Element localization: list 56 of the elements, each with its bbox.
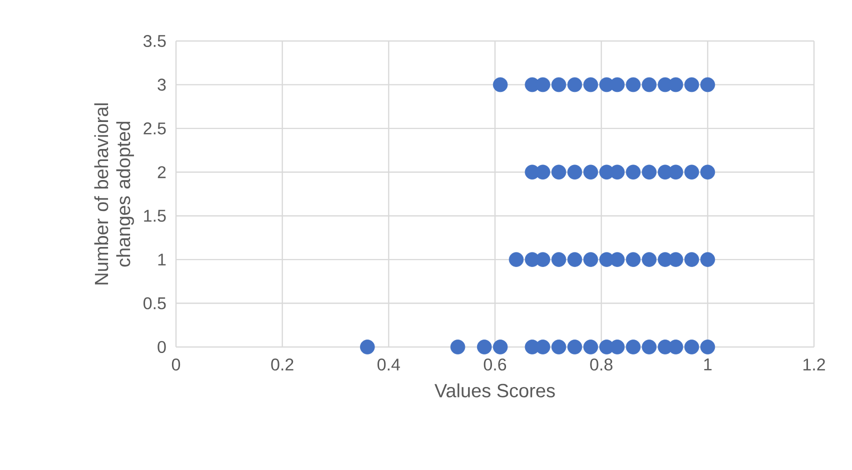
point — [684, 77, 700, 92]
point — [610, 252, 625, 267]
point — [567, 164, 582, 180]
point — [583, 77, 598, 92]
y-tick-label: 2 — [158, 166, 166, 178]
point — [668, 164, 684, 180]
point — [642, 164, 657, 180]
point — [450, 340, 466, 354]
x-tick-label: 1.2 — [803, 358, 825, 370]
point — [668, 252, 684, 267]
point — [700, 77, 716, 92]
point — [567, 340, 582, 354]
point — [642, 252, 657, 267]
y-axis-title: Number of behavioral changes adopted — [94, 103, 134, 284]
point — [583, 164, 598, 180]
point — [551, 340, 566, 354]
x-tick-label: 1 — [704, 358, 712, 370]
point — [700, 252, 716, 267]
point — [567, 77, 582, 92]
point — [492, 340, 508, 354]
x-tick-label: 0.8 — [590, 358, 612, 371]
point — [583, 340, 598, 354]
x-tick-label: 0.4 — [378, 358, 400, 371]
y-tick-label: 1.5 — [144, 210, 166, 222]
point — [700, 340, 716, 354]
x-tick-label: 0.2 — [271, 358, 294, 371]
point — [583, 252, 598, 267]
point — [626, 340, 641, 354]
point — [642, 77, 657, 92]
point — [551, 252, 566, 267]
point — [626, 164, 641, 180]
point — [567, 252, 582, 267]
point — [626, 77, 641, 92]
point — [476, 340, 492, 354]
point — [551, 77, 566, 92]
point — [668, 77, 684, 92]
point — [700, 164, 716, 180]
point — [508, 252, 524, 267]
point — [626, 252, 641, 267]
point — [684, 340, 700, 354]
point — [610, 77, 625, 92]
y-tick-label: 0 — [158, 340, 166, 354]
x-axis-title: Values Scores — [434, 383, 555, 398]
point — [551, 164, 566, 180]
x-tick-label: 0.6 — [484, 358, 506, 371]
y-tick-label: 3 — [158, 78, 166, 91]
point — [684, 252, 700, 267]
y-tick-label: 3.5 — [143, 34, 166, 48]
y-tick-label: 2.5 — [144, 122, 166, 134]
y-tick-label: 1 — [158, 254, 166, 266]
y-tick-label: 0.5 — [144, 297, 166, 310]
point — [360, 340, 375, 354]
point — [492, 77, 508, 92]
point — [684, 164, 700, 180]
point — [642, 340, 657, 354]
x-tick-label: 0 — [172, 358, 180, 371]
